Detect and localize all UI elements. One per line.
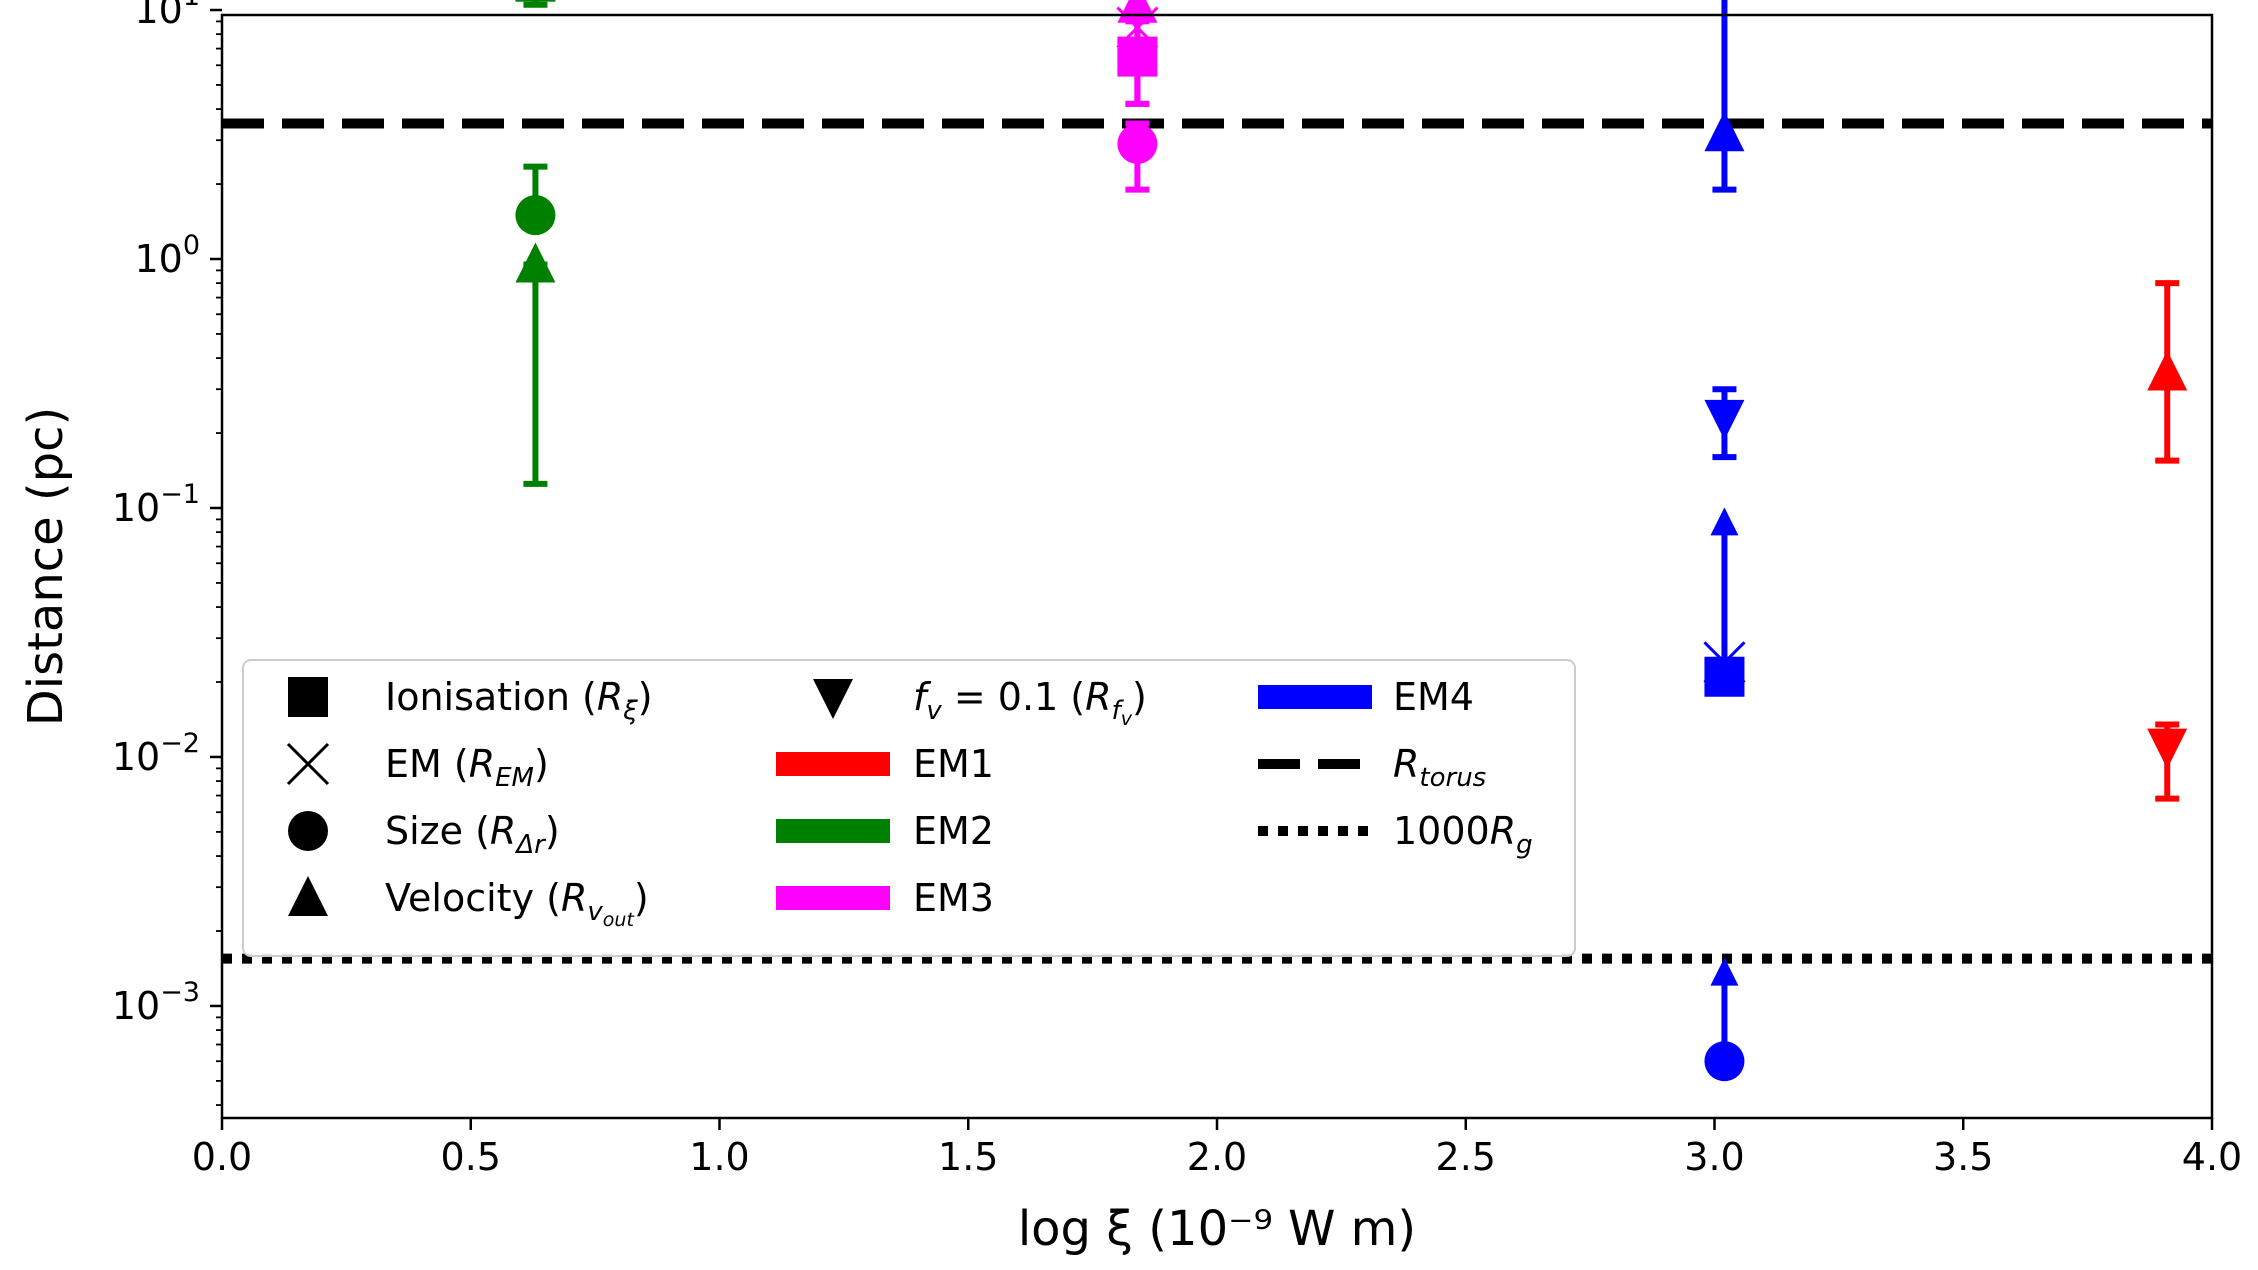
legend-box: [242, 659, 1576, 957]
x-tick-label: 2.5: [1436, 1135, 1496, 1179]
legend-entry: EM (REM): [286, 742, 549, 793]
legend-marker: [813, 679, 853, 719]
x-tick-label: 0.5: [441, 1135, 501, 1179]
point-size: [1117, 123, 1158, 164]
x-tick-label: 4.0: [2182, 1135, 2242, 1179]
point-ionisation: [1704, 656, 1745, 697]
legend-label: EM3: [913, 876, 994, 920]
x-tick-label: 3.0: [1684, 1135, 1744, 1179]
series-em4: [1703, 0, 1746, 1082]
legend-entry: 1000Rg: [1258, 809, 1533, 860]
legend-entry: EM1: [776, 742, 994, 786]
legend-marker: [286, 742, 330, 786]
y-tick-label: 10−3: [112, 977, 200, 1028]
legend-swatch: [776, 752, 890, 776]
y-tick-label: 10−1: [112, 479, 200, 530]
legend-marker: [288, 677, 328, 717]
point-ionisation: [1117, 36, 1158, 77]
point-velocity: [2147, 350, 2188, 391]
x-tick-label: 2.0: [1187, 1135, 1247, 1179]
point-velocity: [1704, 111, 1745, 152]
legend-label: Velocity (Rvout): [385, 876, 649, 931]
x-tick-label: 1.0: [689, 1135, 749, 1179]
y-tick-label: 10−2: [112, 728, 200, 779]
y-axis-label: Distance (pc): [18, 407, 74, 726]
legend-entry: EM2: [776, 809, 994, 853]
point-velocity: [515, 242, 556, 283]
legend-label: 1000Rg: [1393, 809, 1533, 860]
legend-label: EM2: [913, 809, 994, 853]
legend-marker: [288, 811, 328, 851]
x-tick-label: 3.5: [1933, 1135, 1993, 1179]
legend-label: Rtorus: [1393, 742, 1486, 793]
legend-label: EM4: [1393, 675, 1474, 719]
legend-label: EM (REM): [385, 742, 549, 793]
point-fv: [2147, 728, 2188, 769]
point-ionisation: [515, 0, 556, 2]
series-em2: [515, 0, 556, 487]
point-size: [1704, 1041, 1745, 1082]
y-tick-label: 101: [134, 0, 200, 32]
legend-entry: Ionisation (Rξ): [288, 675, 653, 726]
legend-swatch: [776, 819, 890, 843]
legend: Ionisation (Rξ) EM (REM) Size (RΔr) Velocit…: [242, 659, 1576, 957]
reference-lines: [222, 118, 2212, 964]
legend-entry: Rtorus: [1258, 742, 1486, 793]
limit-arrow-head: [1710, 507, 1739, 536]
series-em3: [1116, 0, 1159, 193]
legend-swatch: [1258, 685, 1372, 709]
limit-arrow-head: [1710, 957, 1739, 986]
y-tick-label: 100: [134, 230, 200, 281]
axes: 0.0 0.5 1.0 1.5 2.0 2.5 3.0 3.5 4.0 101 100 10−1 10−…: [112, 0, 2242, 1179]
legend-swatch: [776, 886, 890, 910]
point-size: [515, 195, 556, 236]
legend-label: fv = 0.1 (Rfv): [913, 675, 1147, 730]
legend-entry: fv = 0.1 (Rfv): [813, 675, 1147, 730]
legend-label: Ionisation (Rξ): [385, 675, 653, 726]
legend-entry: EM4: [1258, 675, 1474, 719]
legend-marker: [288, 876, 328, 916]
legend-entry: EM3: [776, 876, 994, 920]
x-axis-label: log ξ (10⁻⁹ W m): [1018, 1201, 1416, 1257]
legend-entry: Size (RΔr): [288, 809, 560, 860]
legend-label: Size (RΔr): [385, 809, 560, 860]
point-fv: [1704, 399, 1745, 440]
legend-label: EM1: [913, 742, 994, 786]
x-tick-label: 1.5: [938, 1135, 998, 1179]
series-em1: [2147, 280, 2188, 802]
legend-entry: Velocity (Rvout): [288, 876, 649, 931]
x-tick-label: 0.0: [192, 1135, 252, 1179]
data-marks: [515, 0, 2188, 1082]
